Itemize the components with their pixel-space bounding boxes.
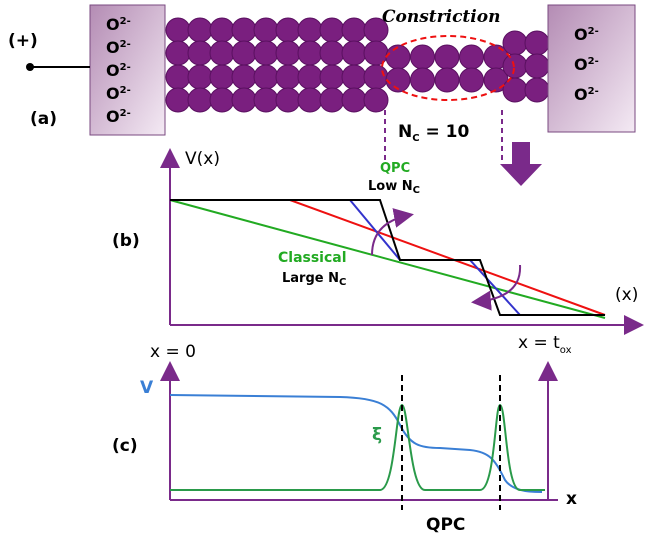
atom bbox=[320, 88, 344, 112]
atom bbox=[166, 18, 190, 42]
atom bbox=[276, 88, 300, 112]
polarity: (+) bbox=[8, 31, 38, 51]
right-electrode bbox=[548, 5, 635, 132]
page: (+) (a) Constriction NC = 10 O2-O2-O2-O2… bbox=[0, 0, 650, 535]
atom bbox=[254, 88, 278, 112]
atoms bbox=[166, 18, 549, 112]
atom bbox=[364, 88, 388, 112]
panel-label: (c) bbox=[112, 436, 138, 456]
potential-curve bbox=[170, 395, 542, 492]
atom bbox=[386, 45, 410, 69]
atom bbox=[298, 65, 322, 89]
atom bbox=[503, 78, 527, 102]
atom bbox=[210, 18, 234, 42]
qpc-label: QPC bbox=[426, 515, 465, 535]
atom bbox=[298, 18, 322, 42]
atom bbox=[298, 88, 322, 112]
atom bbox=[342, 41, 366, 65]
x-start-label: x = 0 bbox=[150, 342, 196, 362]
atom bbox=[435, 45, 459, 69]
atom bbox=[525, 78, 549, 102]
panel-label: (a) bbox=[30, 109, 57, 129]
atom bbox=[460, 45, 484, 69]
atom bbox=[298, 41, 322, 65]
atom bbox=[435, 68, 459, 92]
atom bbox=[503, 54, 527, 78]
xi-label: ξ bbox=[372, 425, 382, 445]
y-axis-label: V(x) bbox=[185, 149, 220, 169]
atom bbox=[254, 65, 278, 89]
atom bbox=[188, 65, 212, 89]
atom bbox=[210, 41, 234, 65]
atom bbox=[525, 54, 549, 78]
classical-desc: Large NC bbox=[282, 271, 346, 288]
atom bbox=[166, 41, 190, 65]
atom bbox=[276, 41, 300, 65]
atom bbox=[503, 31, 527, 55]
x-axis-label: (x) bbox=[615, 285, 638, 305]
atom bbox=[276, 18, 300, 42]
atom bbox=[166, 88, 190, 112]
xi-curve bbox=[170, 405, 545, 490]
atom bbox=[254, 41, 278, 65]
atom bbox=[411, 45, 435, 69]
constriction-label: Constriction bbox=[382, 7, 500, 27]
classical-title: Classical bbox=[278, 250, 347, 266]
nc-label: NC = 10 bbox=[398, 122, 469, 144]
atom bbox=[188, 18, 212, 42]
classical-curve bbox=[170, 200, 605, 318]
atom bbox=[210, 65, 234, 89]
atom bbox=[166, 65, 190, 89]
atom bbox=[188, 88, 212, 112]
down-arrow bbox=[500, 142, 542, 186]
atom bbox=[342, 88, 366, 112]
v-label: V bbox=[140, 378, 154, 398]
x-end-label: x = tox bbox=[518, 333, 572, 356]
atom bbox=[210, 88, 234, 112]
qpc-desc: Low NC bbox=[368, 179, 420, 196]
figure: (+) (a) Constriction NC = 10 O2-O2-O2-O2… bbox=[0, 0, 650, 535]
atom bbox=[320, 18, 344, 42]
atom bbox=[342, 65, 366, 89]
atom bbox=[232, 18, 256, 42]
atom bbox=[254, 18, 278, 42]
atom bbox=[411, 68, 435, 92]
atom bbox=[525, 31, 549, 55]
atom bbox=[342, 18, 366, 42]
atom bbox=[188, 41, 212, 65]
x-axis-label: x bbox=[566, 489, 577, 509]
atom bbox=[232, 65, 256, 89]
terminal bbox=[26, 63, 34, 71]
atom bbox=[276, 65, 300, 89]
atom bbox=[460, 68, 484, 92]
atom bbox=[320, 41, 344, 65]
panel-label: (b) bbox=[112, 231, 140, 251]
atom bbox=[232, 41, 256, 65]
qpc-title: QPC bbox=[380, 161, 410, 176]
atom bbox=[364, 65, 388, 89]
atom bbox=[320, 65, 344, 89]
atom bbox=[232, 88, 256, 112]
